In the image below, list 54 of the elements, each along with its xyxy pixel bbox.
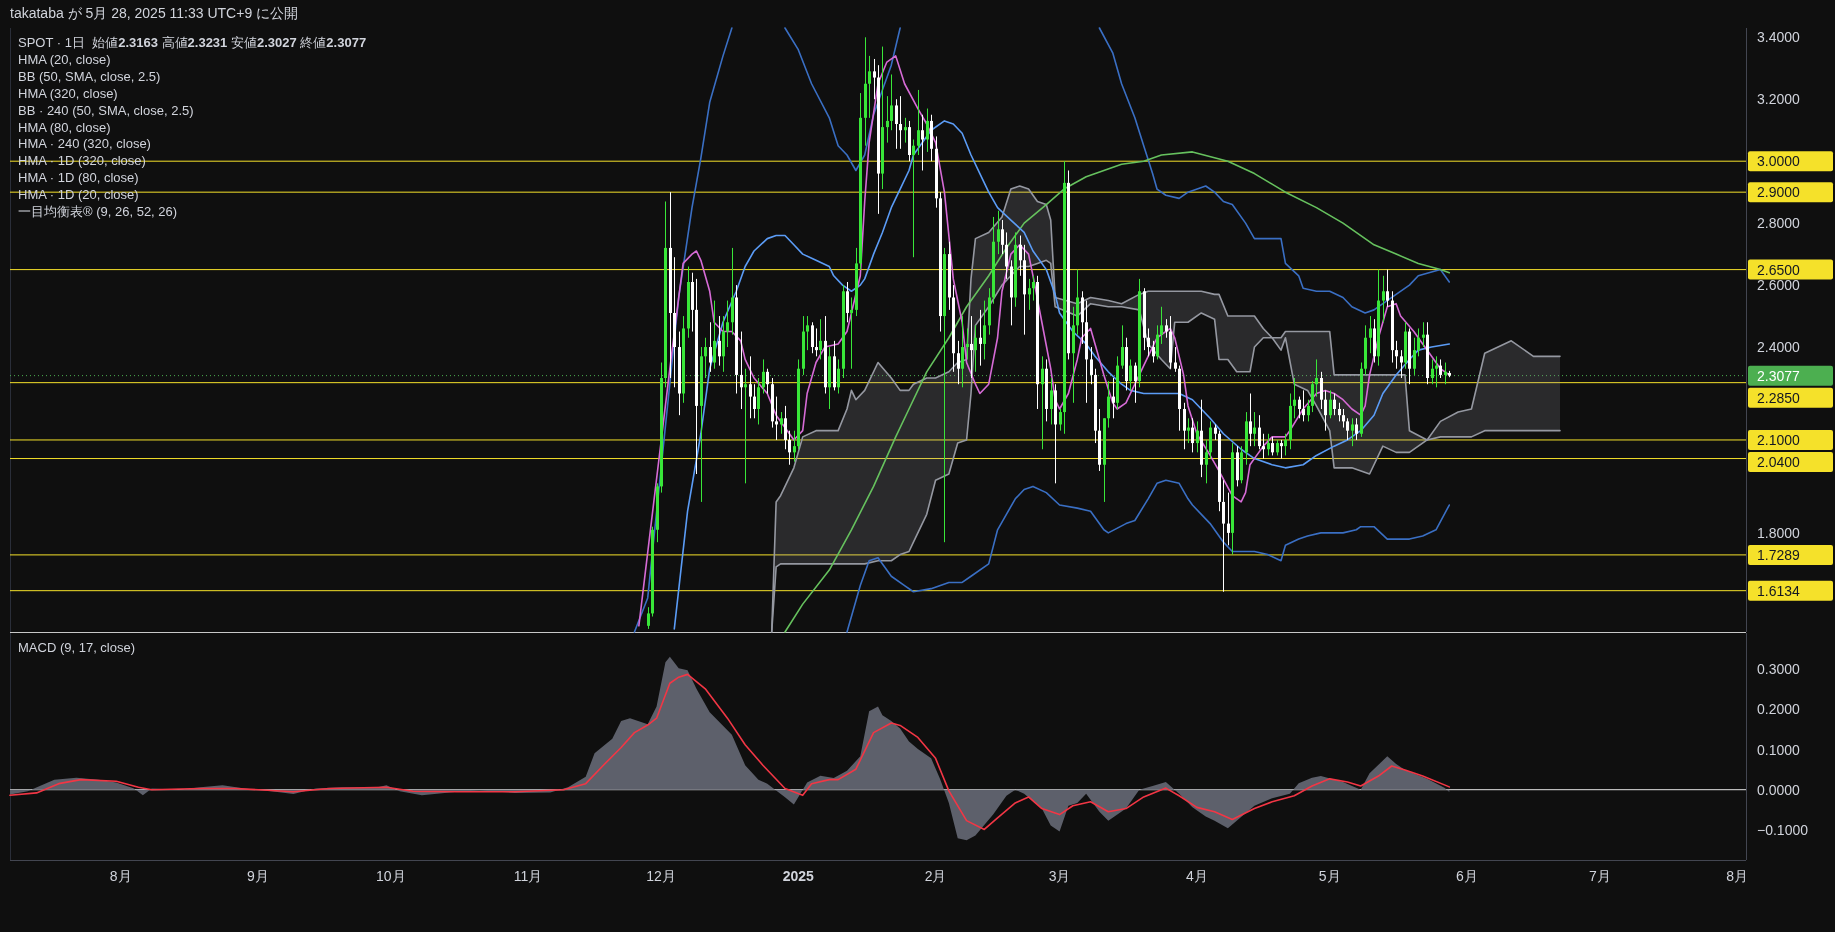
ref-line-label: 2.6500 — [1757, 261, 1801, 278]
annotation: 一目均衡表® (9, 26, 52, 26) — [18, 204, 178, 219]
y-tick-label: 2.6000 — [1757, 277, 1801, 294]
x-tick-label: 2月 — [924, 868, 947, 884]
line-series — [846, 479, 1451, 633]
y-tick-label: 3.4000 — [1757, 29, 1801, 46]
ref-line-label: 2.3077 — [1757, 367, 1801, 384]
y-tick-label: 0.0000 — [1757, 781, 1801, 798]
line-series — [784, 151, 1451, 633]
line-series — [673, 120, 1451, 630]
chart-subtitle: takataba が 5月 28, 2025 11:33 UTC+9 に公開 — [10, 5, 299, 21]
annotation: HMA (20, close) — [18, 51, 111, 67]
y-tick-label: −0.1000 — [1757, 821, 1809, 838]
annotation: BB (50, SMA, close, 2.5) — [18, 68, 161, 84]
x-tick-label: 4月 — [1185, 868, 1208, 884]
candlestick — [775, 396, 778, 440]
x-tick-label: 5月 — [1318, 868, 1341, 884]
candlestick — [744, 368, 747, 484]
ref-line-label: 2.0400 — [1757, 453, 1801, 470]
y-tick-label: 2.4000 — [1757, 339, 1801, 356]
x-tick-label: 9月 — [247, 868, 269, 884]
annotation: HMA (80, close) — [18, 119, 111, 135]
candlestick — [1435, 356, 1438, 388]
y-tick-label: 0.1000 — [1757, 741, 1801, 758]
x-tick-label: 8月 — [109, 868, 132, 884]
x-tick-label: 3月 — [1048, 868, 1071, 884]
y-tick-label: 0.3000 — [1757, 661, 1801, 678]
annotation: HMA (320, close) — [18, 85, 118, 101]
x-tick-label: 6月 — [1456, 868, 1478, 884]
candlestick — [970, 316, 973, 379]
ref-line-label: 2.9000 — [1757, 184, 1801, 201]
annotation: HMA · 1D (80, close) — [18, 170, 139, 186]
ref-line-label: 3.0000 — [1757, 153, 1801, 170]
x-tick-label: 10月 — [376, 868, 406, 884]
ref-line-label: 2.1000 — [1757, 431, 1801, 448]
x-tick-label: 8月 — [1726, 868, 1749, 884]
x-tick-label: 11月 — [513, 868, 543, 884]
ref-line-label: 2.2850 — [1757, 389, 1801, 406]
y-tick-label: 0.2000 — [1757, 701, 1801, 718]
annotation: BB · 240 (50, SMA, close, 2.5) — [18, 102, 194, 118]
candlestick — [966, 328, 969, 360]
text: MACD (9, 17, close) — [18, 640, 136, 655]
y-tick-label: 3.2000 — [1757, 91, 1801, 108]
annotation: HMA · 240 (320, close) — [18, 136, 151, 152]
text: SPOT · 1日 始値2.3163 高値2.3231 安値2.3027 終値2.3077 — [18, 35, 367, 50]
x-tick-label: 7月 — [1588, 868, 1611, 884]
x-tick-label: 12月 — [646, 868, 676, 884]
y-tick-label: 2.8000 — [1757, 215, 1801, 232]
ref-line-label: 1.7289 — [1757, 546, 1801, 563]
y-tick-label: 1.8000 — [1757, 524, 1801, 541]
x-tick-label: 2025 — [782, 868, 815, 884]
ref-line-label: 1.6134 — [1757, 582, 1801, 599]
candlestick — [912, 139, 915, 258]
candlestick — [850, 297, 853, 369]
